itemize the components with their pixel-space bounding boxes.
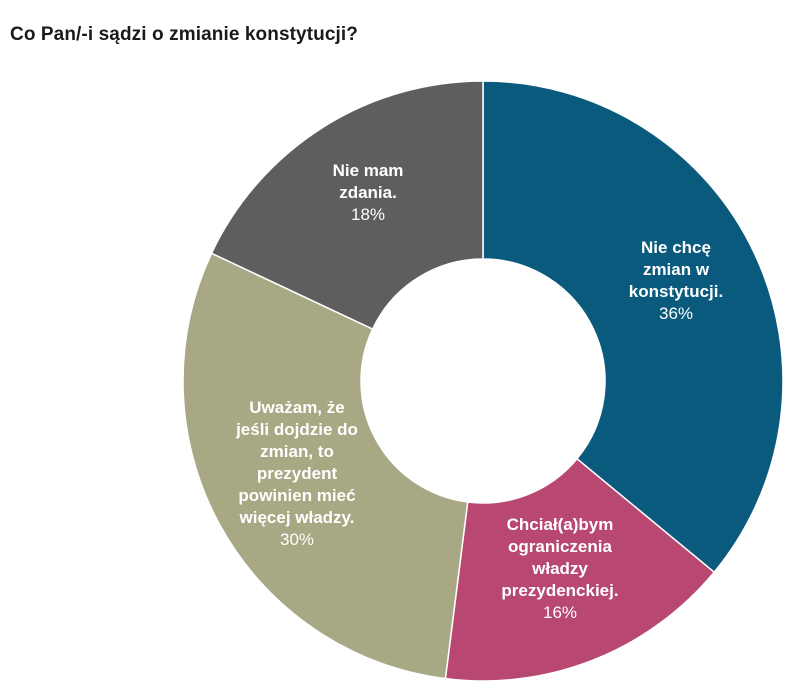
chart-title: Co Pan/-i sądzi o zmianie konstytucji? [10,24,358,45]
slice-label-line: Nie chcę [641,238,711,257]
slice-label-line: władzy [531,559,588,578]
slice-value-label: 18% [351,205,385,224]
slice-label-line: więcej władzy. [239,508,355,527]
slice-label-4: Nie mam zdania. 18% [333,161,404,224]
slice-label-line: zmian w [643,260,710,279]
slice-4 [210,80,484,331]
slices-group [182,80,784,682]
slice-label-line: Uważam, że [249,398,344,417]
slice-label-line: Chciał(a)bym [507,515,614,534]
slice-3 [182,252,469,680]
slice-label-line: prezydent [257,464,338,483]
slice-value-label: 36% [659,304,693,323]
slice-1 [482,80,784,574]
slice-label-line: jeśli dojdzie do [235,420,358,439]
slice-label-line: konstytucji. [629,282,723,301]
slice-label-1: Nie chcę zmian w konstytucji. 36% [629,238,723,323]
slice-label-3: Uważam, że jeśli dojdzie do zmian, to prezy… [235,398,358,549]
slice-label-line: prezydenckiej. [501,581,618,600]
slice-label-line: powinien mieć [238,486,355,505]
slice-2 [444,457,716,682]
slice-label-line: ograniczenia [508,537,612,556]
slice-label-2: Chciał(a)bym ograniczenia władzy prezydenck… [501,515,618,622]
slice-value-label: 30% [280,530,314,549]
slice-value-label: 16% [543,603,577,622]
labels-group: Nie chcę zmian w konstytucji. 36% Chciał(a)b… [235,161,723,622]
slice-label-line: Nie mam [333,161,404,180]
slice-label-line: zdania. [339,183,397,202]
slice-label-line: zmian, to [260,442,334,461]
